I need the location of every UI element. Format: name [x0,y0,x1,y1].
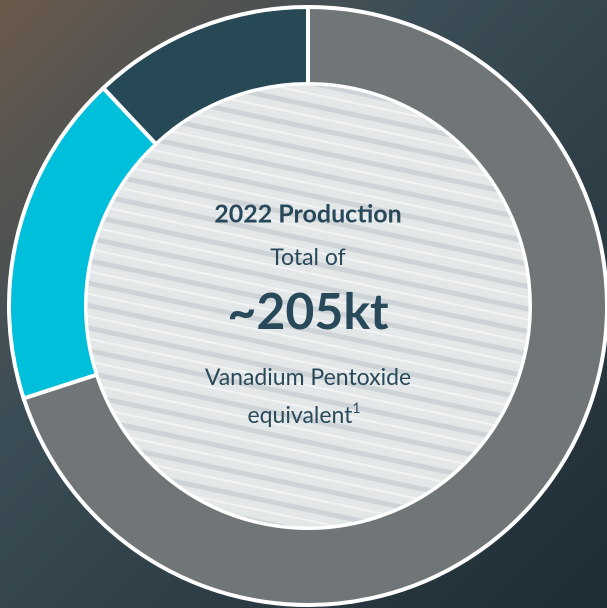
chart: 2022 Production Total of ~205kt Vanadium… [0,0,607,608]
footnote-marker: 1 [352,399,360,416]
title: 2022 Production [214,198,402,228]
description-text: equivalent [247,400,353,428]
subtitle: Total of [270,242,345,270]
description: Vanadium Pentoxide [205,362,411,390]
headline: ~205kt [227,280,389,340]
description: equivalent1 [247,399,360,428]
